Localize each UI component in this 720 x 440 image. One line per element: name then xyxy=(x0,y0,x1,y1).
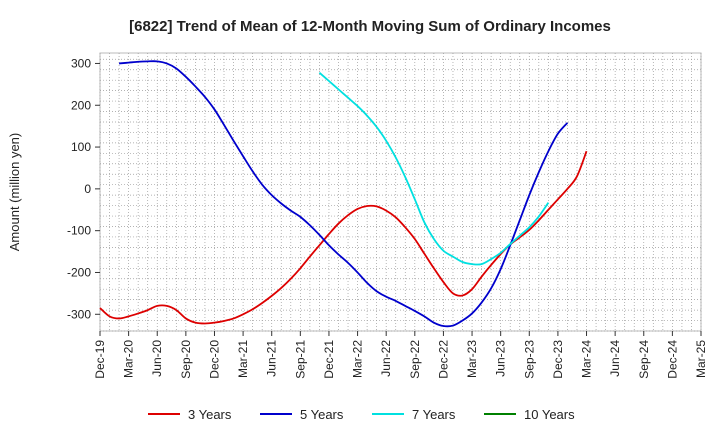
x-tick-label: Jun-22 xyxy=(379,340,393,377)
legend-label-10-years: 10 Years xyxy=(524,407,575,422)
x-tick-label: Sep-23 xyxy=(522,340,536,379)
y-tick-label: 100 xyxy=(71,140,91,154)
x-tick-label: Jun-21 xyxy=(265,340,279,377)
y-tick-label: -100 xyxy=(67,224,91,238)
x-tick-label: Jun-20 xyxy=(150,340,164,377)
x-tick-label: Mar-20 xyxy=(122,340,136,378)
y-tick-label: -200 xyxy=(67,265,91,279)
y-tick-label: -300 xyxy=(67,307,91,321)
x-tick-label: Dec-24 xyxy=(665,340,679,379)
legend: 3 Years 5 Years 7 Years 10 Years xyxy=(148,407,575,422)
legend-label-5-years: 5 Years xyxy=(300,407,344,422)
x-axis-ticks: Dec-19 Mar-20 Jun-20 Sep-20 Dec-20 Mar-21 Jun-… xyxy=(93,331,708,379)
y-tick-label: 300 xyxy=(71,56,91,70)
grid-layer xyxy=(99,53,702,332)
x-tick-label: Sep-20 xyxy=(179,340,193,379)
y-tick-label: 200 xyxy=(71,98,91,112)
x-tick-label: Mar-23 xyxy=(465,340,479,378)
x-tick-label: Sep-21 xyxy=(293,340,307,379)
x-tick-label: Dec-20 xyxy=(207,340,221,379)
x-tick-label: Dec-19 xyxy=(93,340,107,379)
series-line-5-years xyxy=(119,60,569,328)
chart-title: [6822] Trend of Mean of 12-Month Moving … xyxy=(129,18,611,35)
series-layer xyxy=(99,60,588,328)
series-line-7-years xyxy=(318,71,550,266)
x-tick-label: Mar-25 xyxy=(694,340,708,378)
y-axis-ticks: 300 200 100 0 -100 -200 -300 xyxy=(67,56,100,321)
legend-label-7-years: 7 Years xyxy=(412,407,456,422)
y-tick-label: 0 xyxy=(84,182,91,196)
x-tick-label: Dec-23 xyxy=(551,340,565,379)
legend-label-3-years: 3 Years xyxy=(188,407,232,422)
x-tick-label: Dec-21 xyxy=(322,340,336,379)
x-tick-label: Mar-24 xyxy=(580,340,594,378)
x-tick-label: Mar-21 xyxy=(236,340,250,378)
x-tick-label: Sep-22 xyxy=(408,340,422,379)
plot-area xyxy=(99,52,702,332)
x-tick-label: Mar-22 xyxy=(351,340,365,378)
x-tick-label: Sep-24 xyxy=(637,340,651,379)
x-tick-label: Dec-22 xyxy=(436,340,450,379)
y-axis-label: Amount (million yen) xyxy=(7,133,22,252)
x-tick-label: Jun-24 xyxy=(608,340,622,377)
x-tick-label: Jun-23 xyxy=(494,340,508,377)
